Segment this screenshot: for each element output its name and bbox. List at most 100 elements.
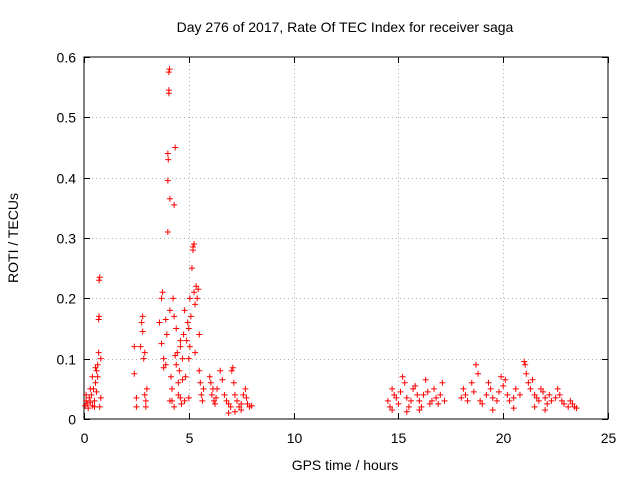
- data-point: [242, 385, 249, 392]
- data-point: [420, 391, 427, 398]
- data-point: [225, 409, 232, 416]
- data-point: [221, 391, 228, 398]
- data-point: [412, 382, 419, 389]
- data-point: [171, 201, 178, 208]
- data-point: [91, 397, 98, 404]
- data-point: [142, 403, 149, 410]
- data-point: [230, 379, 237, 386]
- data-point: [92, 364, 99, 371]
- data-point: [479, 400, 486, 407]
- data-point: [192, 349, 199, 356]
- data-point: [162, 361, 169, 368]
- data-point: [97, 394, 104, 401]
- data-point: [188, 265, 195, 272]
- data-point: [523, 370, 530, 377]
- y-tick-label: 0.2: [57, 291, 77, 307]
- data-point: [97, 355, 104, 362]
- data-point: [403, 394, 410, 401]
- data-point: [158, 295, 165, 302]
- data-point: [416, 406, 423, 413]
- data-point: [167, 373, 174, 380]
- data-point: [510, 394, 517, 401]
- x-tick-label: 25: [601, 430, 617, 446]
- data-point: [89, 373, 96, 380]
- data-point: [470, 388, 477, 395]
- y-tick-label: 0.4: [57, 171, 77, 187]
- data-point: [169, 385, 176, 392]
- data-point: [393, 394, 400, 401]
- data-point: [191, 289, 198, 296]
- data-point: [207, 379, 214, 386]
- data-point: [477, 397, 484, 404]
- data-point: [231, 408, 238, 415]
- data-point: [240, 391, 247, 398]
- data-point: [542, 394, 549, 401]
- data-point: [219, 376, 226, 383]
- data-point: [537, 385, 544, 392]
- data-point: [217, 367, 224, 374]
- data-point: [196, 367, 203, 374]
- x-tick-label: 0: [81, 430, 89, 446]
- data-point: [206, 373, 213, 380]
- data-point: [462, 391, 469, 398]
- data-point: [487, 385, 494, 392]
- data-point: [166, 397, 173, 404]
- data-point: [185, 325, 192, 332]
- data-point: [395, 400, 402, 407]
- data-point: [424, 388, 431, 395]
- data-point: [418, 403, 425, 410]
- data-point: [535, 397, 542, 404]
- data-point: [140, 355, 147, 362]
- data-point: [212, 400, 218, 407]
- data-point: [573, 405, 580, 412]
- data-point: [93, 388, 100, 395]
- data-point: [236, 403, 243, 410]
- data-point: [85, 405, 92, 412]
- data-point: [414, 391, 421, 398]
- data-point: [228, 367, 235, 374]
- data-point: [189, 247, 196, 254]
- data-point: [142, 397, 149, 404]
- data-point: [177, 343, 184, 350]
- data-point: [94, 361, 101, 368]
- data-point: [133, 403, 140, 410]
- data-point: [177, 394, 184, 401]
- data-point: [176, 367, 183, 374]
- data-point: [496, 388, 503, 395]
- data-point: [165, 69, 172, 76]
- data-point: [180, 331, 187, 338]
- data-point: [96, 274, 103, 281]
- data-point: [468, 379, 475, 386]
- data-point: [483, 391, 490, 398]
- data-point: [560, 400, 567, 407]
- data-point: [533, 394, 540, 401]
- data-point: [243, 394, 250, 401]
- data-point: [131, 343, 138, 350]
- data-point: [498, 373, 505, 380]
- data-point: [531, 403, 538, 410]
- data-point: [174, 349, 181, 356]
- data-point: [93, 367, 100, 374]
- data-point: [485, 379, 492, 386]
- data-point: [171, 403, 178, 410]
- data-point: [172, 144, 179, 151]
- data-point: [182, 373, 189, 380]
- data-point: [195, 286, 202, 293]
- data-point: [531, 391, 538, 398]
- data-point: [173, 325, 180, 332]
- data-point: [196, 331, 203, 338]
- data-point: [186, 343, 193, 350]
- data-point: [164, 150, 171, 157]
- data-point: [164, 228, 171, 235]
- data-point: [387, 403, 394, 410]
- data-point: [160, 364, 167, 371]
- data-point: [401, 379, 408, 386]
- data-point: [500, 382, 507, 389]
- data-point: [229, 364, 236, 371]
- data-point: [548, 397, 555, 404]
- data-point: [166, 66, 173, 73]
- data-point: [389, 385, 396, 392]
- data-point: [565, 403, 572, 410]
- data-point: [231, 391, 238, 398]
- data-point: [238, 406, 245, 413]
